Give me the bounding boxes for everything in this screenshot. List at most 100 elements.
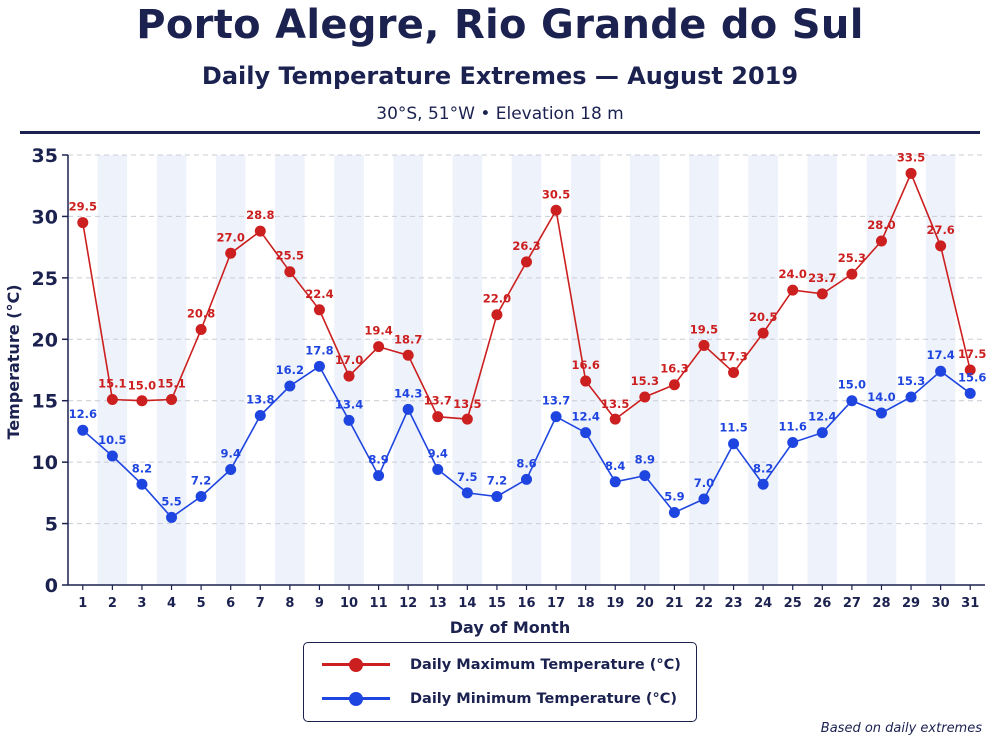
legend-swatch-min [322, 687, 390, 711]
data-label-max: 13.5 [601, 397, 629, 411]
data-label-max: 15.1 [98, 376, 126, 390]
x-tick-label: 26 [813, 596, 831, 611]
data-label-min: 10.5 [98, 433, 126, 447]
data-label-min: 9.4 [428, 447, 448, 461]
data-label-min: 8.2 [132, 461, 152, 475]
data-label-min: 17.8 [305, 343, 333, 357]
data-point-min [550, 411, 562, 423]
y-tick-label: 5 [45, 514, 58, 536]
data-point-min [432, 464, 444, 476]
x-tick-label: 24 [754, 596, 772, 611]
data-point-min [905, 391, 917, 403]
data-label-min: 5.5 [161, 494, 181, 508]
y-axis-ticks: 0 5 10 15 20 25 30 35 [32, 145, 68, 597]
data-point-max [668, 379, 680, 391]
data-label-min: 15.6 [958, 370, 986, 384]
data-label-min: 14.3 [394, 386, 422, 400]
x-tick-label: 1 [78, 596, 87, 611]
data-label-max: 33.5 [897, 150, 925, 164]
data-point-min [166, 511, 178, 523]
y-tick-label: 35 [32, 145, 58, 167]
data-point-min [106, 450, 118, 462]
day-band [275, 155, 305, 585]
data-point-max [225, 247, 237, 259]
data-label-max: 20.8 [187, 306, 215, 320]
day-band [97, 155, 128, 585]
data-point-max [757, 327, 769, 339]
data-point-min [402, 403, 414, 415]
data-label-min: 7.2 [191, 474, 211, 488]
day-band [689, 155, 719, 585]
data-label-max: 19.4 [364, 324, 392, 338]
data-point-min [846, 395, 858, 407]
data-point-min [787, 436, 799, 448]
data-label-max: 28.0 [867, 218, 895, 232]
data-label-min: 7.5 [457, 470, 477, 484]
data-label-max: 18.7 [394, 332, 422, 346]
data-label-max: 19.5 [690, 322, 718, 336]
day-band [807, 155, 838, 585]
data-label-max: 17.0 [335, 353, 363, 367]
data-point-min [757, 478, 769, 490]
data-point-min [964, 387, 976, 399]
header-divider [20, 131, 980, 134]
x-tick-label: 5 [197, 596, 206, 611]
chart-legend: Daily Maximum Temperature (°C) Daily Min… [303, 642, 697, 722]
data-label-min: 7.0 [694, 476, 714, 490]
y-tick-label: 25 [32, 268, 58, 290]
data-label-min: 12.4 [571, 410, 599, 424]
legend-item-max: Daily Maximum Temperature (°C) [322, 653, 681, 677]
x-tick-label: 8 [285, 596, 294, 611]
y-tick-label: 10 [32, 452, 58, 474]
data-label-min: 13.8 [246, 392, 274, 406]
data-point-max [875, 235, 887, 247]
data-label-max: 13.5 [453, 397, 481, 411]
data-label-max: 15.1 [157, 376, 185, 390]
x-tick-label: 22 [695, 596, 713, 611]
data-point-max [580, 375, 592, 387]
x-tick-label: 19 [606, 596, 624, 611]
data-label-max: 20.5 [749, 310, 777, 324]
x-tick-label: 14 [458, 596, 476, 611]
data-label-max: 22.0 [483, 292, 511, 306]
data-point-min [875, 407, 887, 419]
x-tick-label: 21 [665, 596, 683, 611]
data-label-max: 17.5 [958, 347, 986, 361]
x-tick-label: 3 [137, 596, 146, 611]
data-point-min [225, 464, 237, 476]
data-point-min [195, 491, 207, 503]
data-point-max [373, 341, 385, 353]
legend-label-max: Daily Maximum Temperature (°C) [410, 657, 681, 673]
data-point-min [77, 424, 89, 436]
x-tick-label: 15 [488, 596, 506, 611]
data-label-min: 13.7 [542, 394, 570, 408]
data-label-min: 12.4 [808, 410, 836, 424]
x-tick-label: 13 [429, 596, 447, 611]
legend-swatch-max [322, 653, 390, 677]
data-label-max: 24.0 [779, 267, 807, 281]
x-tick-label: 6 [226, 596, 235, 611]
x-tick-label: 29 [902, 596, 920, 611]
data-point-max [136, 395, 148, 407]
y-tick-label: 0 [45, 575, 58, 597]
y-axis-label: Temperature (°C) [4, 284, 23, 439]
data-point-max [461, 413, 473, 425]
data-point-min [698, 493, 710, 505]
day-band [511, 155, 542, 585]
data-label-max: 16.6 [571, 358, 599, 372]
x-tick-label: 9 [315, 596, 324, 611]
data-point-max [313, 304, 325, 316]
data-point-min [521, 473, 532, 485]
data-point-max [402, 349, 414, 361]
data-point-min [935, 365, 947, 377]
data-point-min [373, 470, 385, 482]
data-point-max [639, 391, 651, 403]
data-point-max [728, 366, 740, 378]
data-label-min: 11.5 [719, 421, 747, 435]
data-point-max [609, 413, 621, 425]
chart-title: Porto Alegre, Rio Grande do Sul [136, 2, 864, 48]
data-label-max: 27.6 [926, 223, 954, 237]
data-label-max: 30.5 [542, 187, 570, 201]
data-label-min: 8.2 [753, 461, 773, 475]
day-band [630, 155, 660, 585]
